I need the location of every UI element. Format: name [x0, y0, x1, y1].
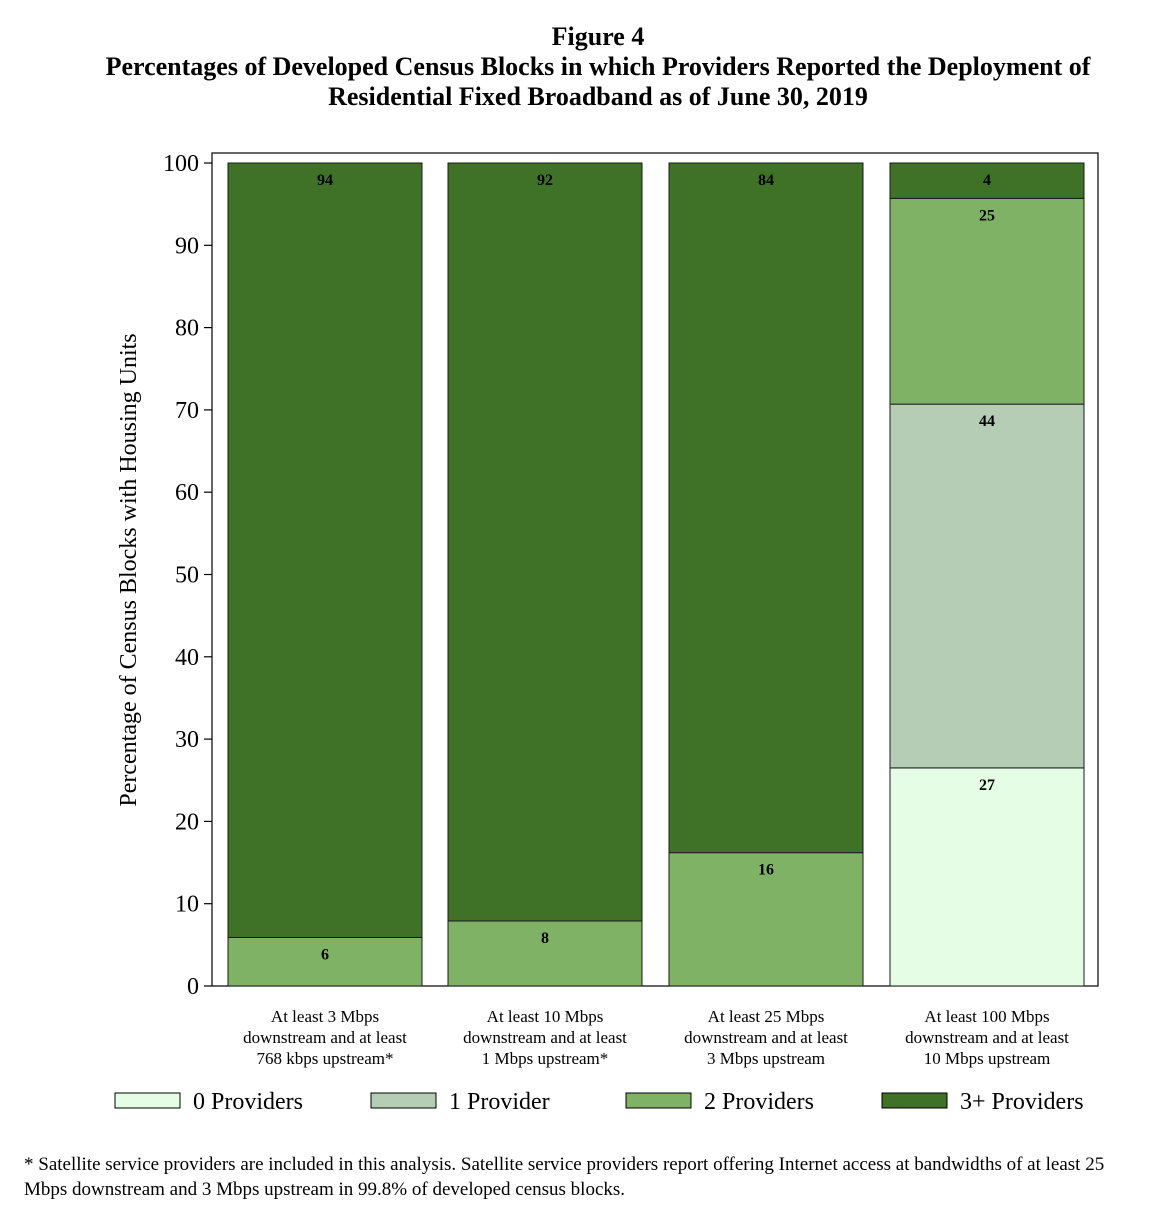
data-label: 94: [317, 172, 333, 189]
bar-segment: [227, 936, 423, 987]
legend-swatch: [881, 1092, 948, 1109]
bar-segment: [668, 852, 864, 987]
legend-label: 0 Providers: [193, 1089, 303, 1115]
x-category-label: At least 100 Mbps: [924, 1007, 1049, 1026]
x-category-label: 768 kbps upstream*: [257, 1049, 394, 1068]
legend-swatch: [625, 1092, 692, 1109]
plot-frame: [211, 152, 1099, 987]
bar-segment: [668, 162, 864, 854]
data-label: 8: [541, 930, 549, 947]
data-label: 6: [321, 946, 329, 963]
y-tick-label: 50: [175, 563, 199, 589]
figure-label: Figure 4: [551, 22, 645, 51]
x-category-label: downstream and at least: [463, 1028, 627, 1047]
y-tick-label: 10: [175, 892, 199, 918]
chart-title-block: Figure 4 Percentages of Developed Census…: [0, 22, 1156, 112]
chart-title-line-1: Percentages of Developed Census Blocks i…: [105, 52, 1091, 81]
y-tick-label: 100: [163, 151, 199, 177]
chart-title-line-2: Residential Fixed Broadband as of June 3…: [328, 82, 868, 111]
y-tick-label: 20: [175, 809, 199, 835]
data-label: 27: [979, 777, 995, 794]
x-category-label: At least 10 Mbps: [487, 1007, 604, 1026]
stacked-bar-chart: 0 10 20 30 40 50 60 70 80 90 100 Percentage of Cens…: [114, 151, 1099, 1115]
data-label: 4: [983, 172, 991, 189]
data-label: 84: [758, 172, 774, 189]
x-category-label: downstream and at least: [243, 1028, 407, 1047]
bar-segment: [227, 162, 423, 938]
legend-label: 1 Provider: [449, 1089, 550, 1115]
legend-swatch: [370, 1092, 437, 1109]
bar-segment: [889, 767, 1085, 987]
y-tick-label: 30: [175, 727, 199, 753]
footnote: * Satellite service providers are includ…: [24, 1154, 1105, 1200]
y-tick-label: 80: [175, 316, 199, 342]
y-tick-label: 0: [187, 974, 199, 1000]
y-axis-label: Percentage of Census Blocks with Housing…: [116, 333, 142, 806]
data-label: 44: [979, 413, 995, 430]
x-category-label: At least 25 Mbps: [708, 1007, 825, 1026]
bar-segment: [447, 920, 643, 987]
legend-label: 3+ Providers: [960, 1089, 1084, 1115]
y-tick-label: 90: [175, 233, 199, 259]
bar-segment: [889, 162, 1085, 199]
y-tick-label: 60: [175, 480, 199, 506]
x-category-label: downstream and at least: [684, 1028, 848, 1047]
bar-segment: [889, 403, 1085, 769]
x-category-label: downstream and at least: [905, 1028, 1069, 1047]
x-category-label: 1 Mbps upstream*: [482, 1049, 609, 1068]
data-label: 25: [979, 207, 995, 224]
x-category-label: 3 Mbps upstream: [707, 1049, 825, 1068]
data-label: 92: [537, 172, 553, 189]
data-label: 16: [758, 862, 774, 879]
bar-segment: [889, 197, 1085, 405]
x-category-label: 10 Mbps upstream: [924, 1049, 1051, 1068]
y-tick-label: 70: [175, 398, 199, 424]
bar-segment: [447, 162, 643, 922]
x-category-label: At least 3 Mbps: [271, 1007, 379, 1026]
y-tick-label: 40: [175, 645, 199, 671]
legend-swatch: [114, 1092, 181, 1109]
legend-label: 2 Providers: [704, 1089, 814, 1115]
